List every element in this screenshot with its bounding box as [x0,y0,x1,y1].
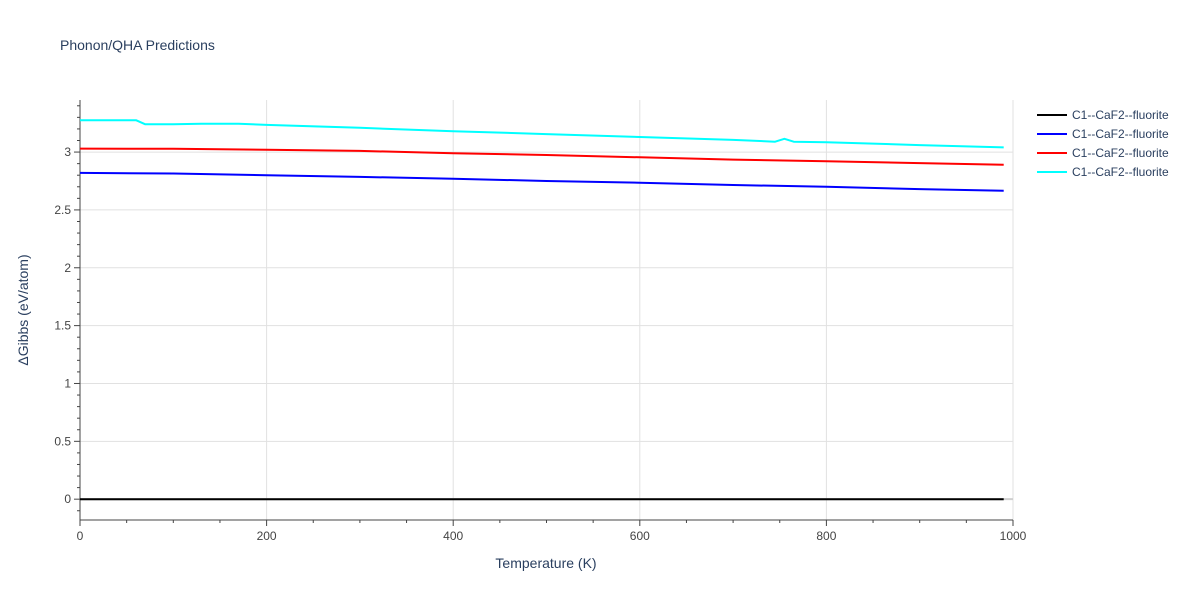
y-tick-label: 1 [64,376,71,390]
x-tick-label: 0 [77,529,84,543]
legend-label: C1--CaF2--fluorite [1072,165,1169,179]
legend-label: C1--CaF2--fluorite [1072,108,1169,122]
y-tick-label: 2.5 [54,203,71,217]
legend[interactable]: C1--CaF2--fluorite C1--CaF2--fluorite C1--… [1037,108,1169,179]
y-tick-label: 2 [64,261,71,275]
x-tick-label: 1000 [1000,529,1027,543]
legend-label: C1--CaF2--fluorite [1072,127,1169,141]
legend-item-4[interactable]: C1--CaF2--fluorite [1037,165,1169,179]
y-tick-label: 1.5 [54,319,71,333]
legend-item-2[interactable]: C1--CaF2--fluorite [1037,127,1169,141]
series-layer [79,119,1004,501]
y-axis-title: ΔGibbs (eV/atom) [15,254,31,365]
y-tick-label: 3 [64,145,71,159]
axes: 0 200 400 600 800 1000 0 0.5 1 1.5 2 2.5 3 [54,100,1027,543]
x-tick-label: 600 [630,529,650,543]
series-line-3 [79,147,1004,166]
legend-item-1[interactable]: C1--CaF2--fluorite [1037,108,1169,122]
y-tick-label: 0.5 [54,434,71,448]
legend-label: C1--CaF2--fluorite [1072,146,1169,160]
x-tick-label: 400 [443,529,463,543]
chart-title: Phonon/QHA Predictions [60,37,215,53]
series-line-2 [79,171,1004,192]
series-line-4 [80,119,1004,149]
x-tick-label: 200 [257,529,277,543]
y-tick-label: 0 [64,492,71,506]
legend-item-3[interactable]: C1--CaF2--fluorite [1037,146,1169,160]
x-tick-label: 800 [816,529,836,543]
x-axis-title: Temperature (K) [495,555,596,571]
